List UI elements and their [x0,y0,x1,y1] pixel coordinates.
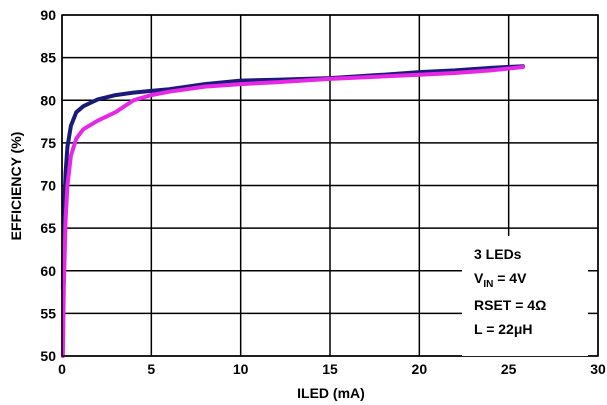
x-tick-label: 5 [147,361,155,377]
x-tick-label: 0 [58,361,66,377]
annotation-vin: VIN = 4V [474,270,527,290]
y-tick-label: 85 [40,50,56,66]
annotation-vin-main: V [474,270,484,286]
x-axis-label: ILED (mA) [297,385,365,401]
annotation-background [462,236,588,356]
y-tick-label: 70 [40,178,56,194]
x-tick-label: 10 [233,361,249,377]
series-line-1 [60,64,525,290]
annotation-inductor: L = 22μH [474,321,533,337]
series-group [60,64,525,358]
x-tick-label: 20 [412,361,428,377]
plot-frame [61,14,599,357]
annotation-vin-rest: = 4V [493,270,527,286]
annotation-rset: RSET = 4Ω [474,297,546,313]
x-tick-label: 15 [322,361,338,377]
annotation-box: 3 LEDs VIN = 4V RSET = 4Ω L = 22μH [462,236,588,356]
y-tick-label: 55 [40,305,56,321]
x-tick-label: 25 [501,361,517,377]
y-tick-label: 50 [40,348,56,364]
y-tick-label: 90 [40,7,56,23]
y-tick-label: 65 [40,220,56,236]
annotation-vin-sub: IN [483,279,493,290]
y-tick-label: 80 [40,92,56,108]
y-axis-label: EFFICIENCY (%) [8,132,24,241]
annotation-led-count: 3 LEDs [474,246,522,262]
y-tick-label: 75 [40,135,56,151]
series-line-2 [60,65,525,358]
tick-labels: 0 5 10 15 20 25 30 50 55 60 65 70 75 80 85 90 [40,7,606,377]
y-tick-label: 60 [40,263,56,279]
x-tick-label: 30 [590,361,606,377]
